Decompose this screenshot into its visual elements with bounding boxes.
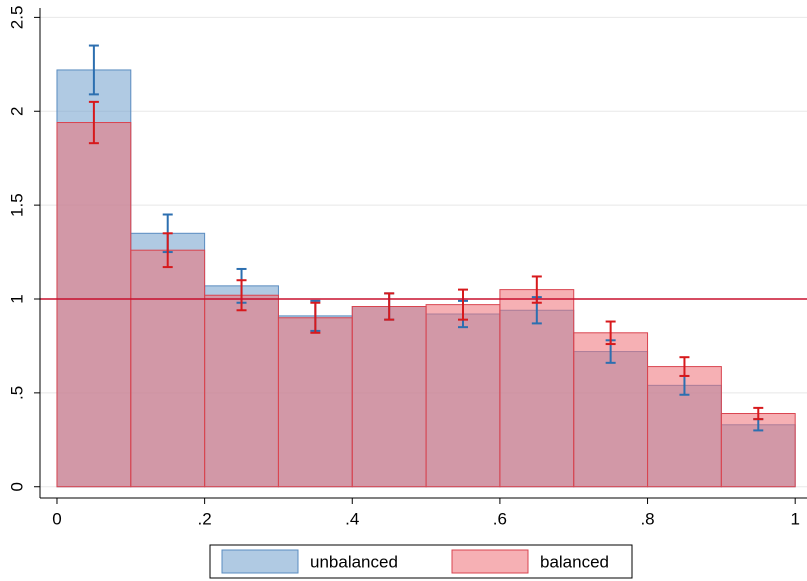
error-bar xyxy=(310,301,321,334)
error-bar xyxy=(88,44,99,96)
x-tick-label: .2 xyxy=(198,509,212,528)
error-bar xyxy=(679,356,690,377)
x-tick-label: .8 xyxy=(640,509,654,528)
error-bar xyxy=(605,320,616,346)
legend-swatch xyxy=(451,549,529,574)
legend-swatch xyxy=(221,549,299,574)
bar xyxy=(351,306,427,488)
legend-label: unbalanced xyxy=(310,552,398,571)
bar xyxy=(277,317,353,488)
error-bar xyxy=(384,292,395,321)
x-tick-label: 0 xyxy=(52,509,61,528)
error-bar xyxy=(88,100,99,145)
error-bar xyxy=(457,288,468,321)
y-tick-label: 0 xyxy=(7,482,26,491)
legend-label: balanced xyxy=(540,552,609,571)
y-tick-label: 2.5 xyxy=(7,6,26,30)
y-tick-label: 1 xyxy=(7,294,26,303)
bar xyxy=(204,294,279,488)
bar xyxy=(130,249,206,488)
legend: unbalanced balanced xyxy=(209,544,633,579)
x-tick-label: .4 xyxy=(345,509,359,528)
bar xyxy=(425,304,501,488)
error-bar xyxy=(753,406,764,421)
bar xyxy=(56,122,132,488)
error-bar xyxy=(236,279,247,312)
y-tick-label: 2 xyxy=(7,107,26,116)
x-tick-label: .6 xyxy=(493,509,507,528)
y-tick-label: .5 xyxy=(7,386,26,400)
y-tick-label: 1.5 xyxy=(7,193,26,217)
x-tick-label: 1 xyxy=(790,509,799,528)
error-bar xyxy=(162,232,173,269)
